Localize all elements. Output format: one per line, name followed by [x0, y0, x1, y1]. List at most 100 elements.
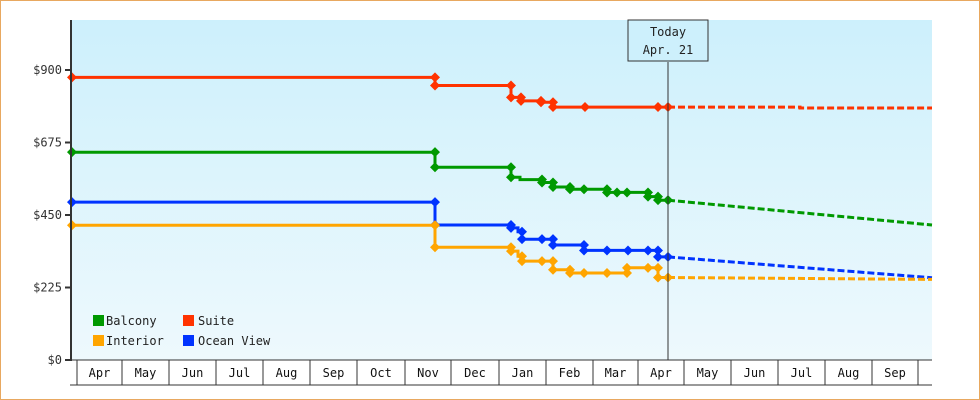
data-point-marker[interactable]	[430, 162, 440, 173]
data-point-marker[interactable]	[536, 97, 546, 108]
x-axis: Apr May Jun Jul Aug Sep Oct Nov Dec Jan Feb Mar Apr M…	[70, 359, 932, 386]
data-point-marker[interactable]	[516, 95, 526, 106]
legend-label: Interior	[106, 334, 164, 348]
data-point-marker[interactable]	[579, 239, 589, 250]
today-marker: Today Apr. 21	[627, 19, 709, 360]
data-point-marker[interactable]	[548, 181, 558, 192]
data-point-marker[interactable]	[548, 102, 558, 113]
x-tick-label: May	[135, 366, 157, 380]
series-interior	[67, 220, 933, 283]
data-point-marker[interactable]	[430, 242, 440, 253]
y-tick-label: $450	[33, 208, 62, 222]
y-tick-label: $675	[33, 136, 62, 150]
data-point-marker[interactable]	[517, 256, 527, 267]
balcony-swatch	[93, 315, 104, 326]
data-point-marker[interactable]	[643, 262, 653, 273]
data-point-marker[interactable]	[643, 245, 653, 256]
x-tick-label: Jul	[791, 366, 813, 380]
x-tick-label: Oct	[370, 366, 392, 380]
data-point-marker[interactable]	[653, 272, 663, 283]
x-tick-label: Jan	[512, 366, 534, 380]
data-point-marker[interactable]	[430, 197, 440, 208]
data-point-marker[interactable]	[653, 195, 663, 206]
x-tick-label: Sep	[323, 366, 345, 380]
data-point-marker[interactable]	[430, 147, 440, 158]
data-point-marker[interactable]	[548, 239, 558, 250]
data-point-marker[interactable]	[537, 234, 547, 245]
data-point-marker[interactable]	[506, 92, 516, 103]
data-point-marker[interactable]	[579, 245, 589, 256]
data-point-marker[interactable]	[430, 220, 440, 231]
data-point-marker[interactable]	[548, 234, 558, 245]
legend-item-suite[interactable]: Suite	[183, 314, 234, 328]
series-balcony	[67, 147, 933, 227]
data-point-marker[interactable]	[548, 256, 558, 267]
data-point-marker[interactable]	[623, 245, 633, 256]
y-tick-label: $0	[48, 353, 62, 367]
suite-swatch	[183, 315, 194, 326]
data-point-marker[interactable]	[517, 226, 527, 237]
interior-swatch	[93, 335, 104, 346]
data-point-marker[interactable]	[565, 268, 575, 278]
data-point-marker[interactable]	[430, 80, 440, 91]
x-tick-label: Apr	[650, 366, 672, 380]
legend-label: Balcony	[106, 314, 157, 328]
legend-label: Ocean View	[198, 334, 271, 348]
forecast-line	[667, 276, 933, 281]
legend-item-ocean-view[interactable]: Ocean View	[183, 334, 271, 348]
forecast-line	[667, 198, 933, 227]
data-point-marker[interactable]	[517, 234, 527, 245]
legend-item-interior[interactable]: Interior	[93, 334, 164, 348]
data-point-marker[interactable]	[506, 246, 516, 257]
y-tick-label: $900	[33, 63, 62, 77]
data-point-marker[interactable]	[537, 256, 547, 267]
x-tick-label: May	[697, 366, 719, 380]
x-tick-label: Jun	[182, 366, 204, 380]
data-point-marker[interactable]	[506, 80, 516, 91]
data-point-marker[interactable]	[622, 268, 632, 278]
series-suite	[67, 72, 932, 113]
data-point-marker[interactable]	[506, 162, 516, 173]
data-point-marker[interactable]	[506, 222, 516, 233]
ocean-view-swatch	[183, 335, 194, 346]
data-point-marker[interactable]	[612, 187, 622, 198]
data-point-marker[interactable]	[548, 264, 558, 275]
x-tick-label: Jul	[229, 366, 251, 380]
x-tick-label: Feb	[559, 366, 581, 380]
data-point-marker[interactable]	[430, 72, 440, 83]
data-point-marker[interactable]	[653, 262, 663, 273]
data-point-marker[interactable]	[537, 177, 547, 188]
x-tick-label: Jun	[744, 366, 766, 380]
x-tick-label: Aug	[838, 366, 860, 380]
y-axis-ticks: $0 $225 $450 $675 $900	[33, 63, 71, 367]
data-point-marker[interactable]	[579, 268, 589, 278]
data-point-marker[interactable]	[622, 262, 632, 273]
forecast-line	[667, 255, 933, 280]
x-tick-label: Aug	[276, 366, 298, 380]
forecast-line	[668, 105, 932, 110]
data-point-marker[interactable]	[580, 102, 590, 113]
legend-item-balcony[interactable]: Balcony	[93, 314, 157, 328]
data-point-marker[interactable]	[653, 102, 663, 113]
y-tick-label: $225	[33, 281, 62, 295]
x-tick-label: Dec	[464, 366, 486, 380]
legend: Balcony Suite Interior Ocean View	[93, 314, 271, 348]
x-tick-label: Mar	[605, 366, 627, 380]
today-label: Today	[650, 25, 686, 39]
data-point-marker[interactable]	[602, 245, 612, 256]
data-point-marker[interactable]	[579, 184, 589, 195]
series-layer	[67, 72, 933, 283]
x-tick-label: Nov	[417, 366, 439, 380]
data-point-marker[interactable]	[622, 187, 632, 198]
data-point-marker[interactable]	[602, 268, 612, 278]
data-point-marker[interactable]	[653, 245, 663, 256]
data-point-marker[interactable]	[643, 191, 653, 202]
data-point-marker[interactable]	[653, 251, 663, 262]
data-point-marker[interactable]	[602, 187, 612, 198]
legend-label: Suite	[198, 314, 234, 328]
plot-area	[72, 20, 932, 360]
x-tick-label: Apr	[89, 366, 111, 380]
data-point-marker[interactable]	[506, 172, 516, 183]
data-point-marker[interactable]	[565, 184, 575, 195]
